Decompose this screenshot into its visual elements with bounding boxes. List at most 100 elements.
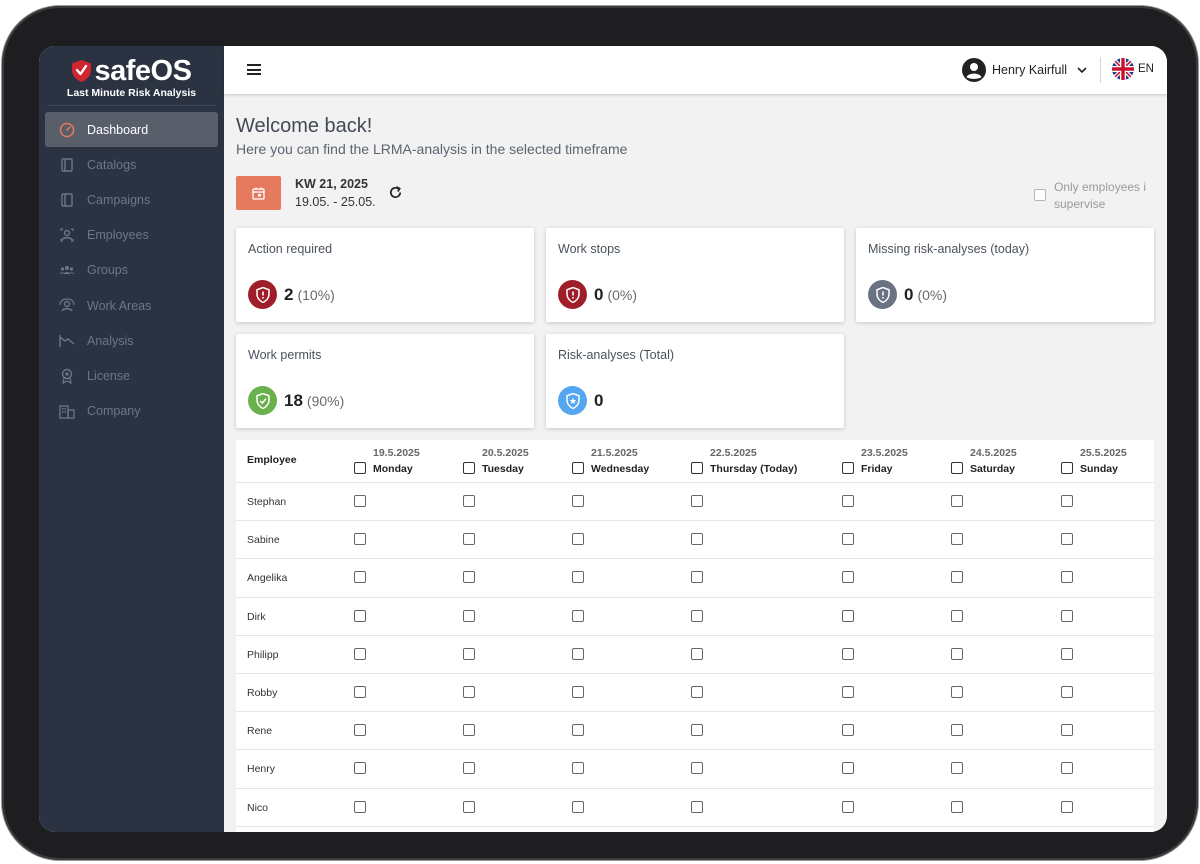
day-checkbox[interactable] xyxy=(572,533,584,546)
day-checkbox[interactable] xyxy=(1061,762,1073,775)
day-checkbox[interactable] xyxy=(951,533,963,546)
day-checkbox[interactable] xyxy=(354,571,366,584)
refresh-icon[interactable] xyxy=(388,185,403,200)
sidebar-item-groups[interactable]: Groups xyxy=(45,253,218,288)
column-date: 25.5.2025 xyxy=(1080,447,1127,459)
card-action-required[interactable]: Action required 2 (10%) xyxy=(236,228,534,322)
select-day-checkbox[interactable] xyxy=(691,462,703,474)
day-checkbox[interactable] xyxy=(842,800,854,813)
day-checkbox[interactable] xyxy=(691,533,703,546)
day-checkbox[interactable] xyxy=(951,762,963,775)
user-menu[interactable]: Henry Kairfull xyxy=(962,58,1087,82)
day-checkbox[interactable] xyxy=(1061,495,1073,507)
sidebar-item-label: Company xyxy=(87,404,141,419)
card-value: 0 xyxy=(594,390,604,410)
day-checkbox[interactable] xyxy=(691,609,703,622)
select-day-checkbox[interactable] xyxy=(572,462,584,474)
sidebar-item-dashboard[interactable]: Dashboard xyxy=(45,112,218,148)
row-divider xyxy=(236,520,1154,522)
day-checkbox[interactable] xyxy=(691,647,703,660)
day-checkbox[interactable] xyxy=(691,724,703,737)
sidebar-item-analysis[interactable]: Analysis xyxy=(45,323,218,358)
card-missing-risk-analyses[interactable]: Missing risk-analyses (today) 0 (0%) xyxy=(856,228,1154,322)
day-checkbox[interactable] xyxy=(842,686,854,698)
topbar: Henry Kairfull EN xyxy=(224,46,1167,94)
day-checkbox[interactable] xyxy=(842,533,854,546)
day-checkbox[interactable] xyxy=(951,495,963,507)
day-checkbox[interactable] xyxy=(691,571,703,584)
day-checkbox[interactable] xyxy=(842,571,854,584)
day-checkbox[interactable] xyxy=(842,724,854,737)
day-checkbox[interactable] xyxy=(951,609,963,622)
card-work-stops[interactable]: Work stops 0 (0%) xyxy=(546,228,844,322)
day-checkbox[interactable] xyxy=(1061,571,1073,584)
day-checkbox[interactable] xyxy=(463,686,475,698)
day-checkbox[interactable] xyxy=(951,647,963,660)
day-checkbox[interactable] xyxy=(842,495,854,507)
sidebar: safeOS Last Minute Risk Analysis Dashboa… xyxy=(39,46,224,832)
day-checkbox[interactable] xyxy=(691,495,703,507)
screen: safeOS Last Minute Risk Analysis Dashboa… xyxy=(39,46,1167,832)
day-checkbox[interactable] xyxy=(354,533,366,546)
day-checkbox[interactable] xyxy=(1061,724,1073,737)
day-checkbox[interactable] xyxy=(572,724,584,737)
select-day-checkbox[interactable] xyxy=(842,462,854,474)
sidebar-item-label: Employees xyxy=(87,228,149,243)
menu-icon[interactable] xyxy=(247,64,261,75)
day-checkbox[interactable] xyxy=(572,495,584,507)
day-checkbox[interactable] xyxy=(951,800,963,813)
day-checkbox[interactable] xyxy=(463,533,475,546)
day-checkbox[interactable] xyxy=(463,609,475,622)
select-day-checkbox[interactable] xyxy=(463,462,475,474)
select-day-checkbox[interactable] xyxy=(1061,462,1073,474)
calendar-icon xyxy=(252,187,265,200)
day-checkbox[interactable] xyxy=(951,686,963,698)
day-checkbox[interactable] xyxy=(1061,533,1073,546)
day-checkbox[interactable] xyxy=(691,686,703,698)
day-checkbox[interactable] xyxy=(354,762,366,775)
day-checkbox[interactable] xyxy=(842,762,854,775)
day-checkbox[interactable] xyxy=(842,647,854,660)
day-checkbox[interactable] xyxy=(1061,800,1073,813)
sidebar-item-catalogs[interactable]: Catalogs xyxy=(45,147,218,182)
day-checkbox[interactable] xyxy=(572,686,584,698)
day-checkbox[interactable] xyxy=(463,647,475,660)
day-checkbox[interactable] xyxy=(463,724,475,737)
day-checkbox[interactable] xyxy=(354,724,366,737)
day-checkbox[interactable] xyxy=(572,647,584,660)
day-checkbox[interactable] xyxy=(354,495,366,507)
sidebar-item-license[interactable]: License xyxy=(45,358,218,393)
day-checkbox[interactable] xyxy=(691,800,703,813)
day-checkbox[interactable] xyxy=(951,724,963,737)
sidebar-item-campaigns[interactable]: Campaigns xyxy=(45,182,218,217)
day-checkbox[interactable] xyxy=(842,609,854,622)
card-work-permits[interactable]: Work permits 18 (90%) xyxy=(236,334,534,428)
day-checkbox[interactable] xyxy=(572,571,584,584)
day-checkbox[interactable] xyxy=(1061,647,1073,660)
day-checkbox[interactable] xyxy=(572,609,584,622)
language-selector[interactable]: EN xyxy=(1112,58,1154,80)
card-risk-analyses-total[interactable]: Risk-analyses (Total) 0 xyxy=(546,334,844,428)
day-checkbox[interactable] xyxy=(951,571,963,584)
day-checkbox[interactable] xyxy=(572,762,584,775)
sidebar-item-company[interactable]: Company xyxy=(45,394,218,429)
day-checkbox[interactable] xyxy=(463,762,475,775)
day-checkbox[interactable] xyxy=(463,800,475,813)
select-day-checkbox[interactable] xyxy=(951,462,963,474)
day-checkbox[interactable] xyxy=(463,571,475,584)
select-day-checkbox[interactable] xyxy=(354,462,366,474)
day-checkbox[interactable] xyxy=(691,762,703,775)
day-checkbox[interactable] xyxy=(354,686,366,698)
employee-name: Angelika xyxy=(247,572,288,585)
day-checkbox[interactable] xyxy=(354,800,366,813)
day-checkbox[interactable] xyxy=(572,800,584,813)
sidebar-item-work-areas[interactable]: Work Areas xyxy=(45,288,218,323)
day-checkbox[interactable] xyxy=(1061,609,1073,622)
day-checkbox[interactable] xyxy=(354,647,366,660)
supervise-checkbox[interactable] xyxy=(1034,189,1046,201)
sidebar-item-employees[interactable]: Employees xyxy=(45,218,218,253)
calendar-button[interactable] xyxy=(236,176,281,210)
day-checkbox[interactable] xyxy=(1061,686,1073,698)
day-checkbox[interactable] xyxy=(354,609,366,622)
day-checkbox[interactable] xyxy=(463,495,475,507)
